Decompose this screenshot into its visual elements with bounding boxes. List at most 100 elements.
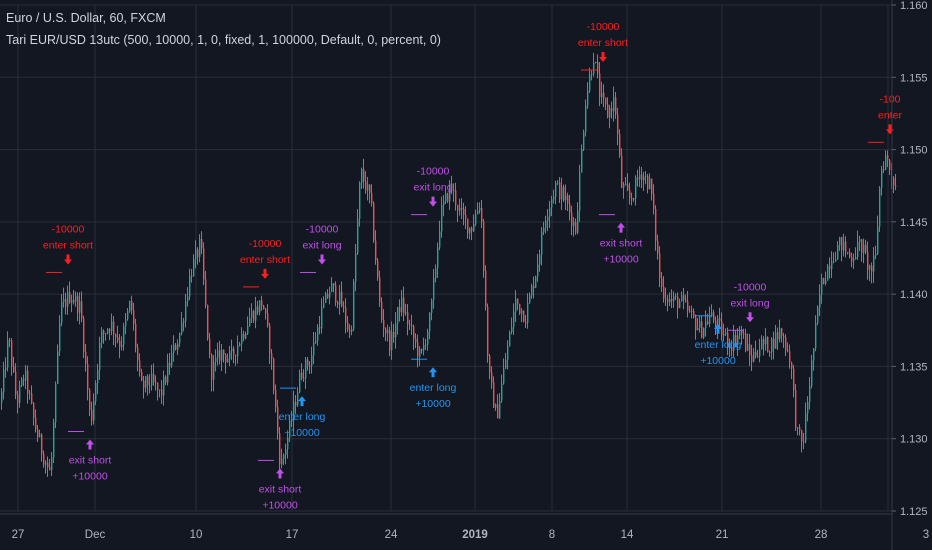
candle-body [129, 301, 131, 312]
candle-body [493, 382, 495, 408]
candle-body [513, 311, 515, 328]
candle-body [611, 108, 613, 112]
candle-body [161, 389, 163, 396]
candle-body [865, 244, 867, 253]
price-axis[interactable]: 1.160 1.155 1.150 1.145 1.140 1.135 1.130 1.125 [892, 0, 928, 518]
candle-body [337, 302, 339, 305]
signal-arrow-down [318, 259, 326, 265]
candle-body [839, 237, 841, 246]
candle-body [379, 277, 381, 303]
candle-body [389, 330, 391, 351]
candle-body [207, 305, 209, 339]
candle-body [257, 306, 259, 313]
candle-body [657, 240, 659, 254]
candle-body [167, 362, 169, 383]
candle-body [511, 327, 513, 333]
signal-label: enter long [279, 411, 326, 423]
candle-body [93, 401, 95, 421]
candle-body [299, 372, 301, 393]
candle-body [151, 373, 153, 386]
candle-body [69, 292, 71, 303]
candle-body [367, 184, 369, 191]
candle-body [505, 359, 507, 369]
candle-body [735, 335, 737, 345]
candle-body [117, 337, 119, 341]
candle-body [221, 349, 223, 361]
candle-body [669, 298, 671, 303]
candle-body [329, 292, 331, 298]
candle-body [79, 301, 81, 313]
candle-body [347, 322, 349, 330]
candle-body [753, 351, 755, 362]
candle-body [615, 97, 617, 115]
signal-qty-label: +10000 [262, 499, 297, 511]
candle-body [563, 186, 565, 201]
candle-body [831, 261, 833, 269]
candle-body [43, 453, 45, 465]
candle-body [447, 193, 449, 202]
study-title[interactable]: Tari EUR/USD 13utc (500, 10000, 1, 0, fi… [6, 33, 441, 47]
candle-body [833, 261, 835, 263]
candle-body [585, 105, 587, 132]
candle-body [179, 333, 181, 344]
candle-body [809, 386, 811, 403]
x-tick-label: 17 [286, 529, 299, 541]
candle-body [607, 104, 609, 118]
candle-body [423, 344, 425, 351]
candle-body [719, 318, 721, 322]
candle-body [825, 280, 827, 284]
candle-body [761, 339, 763, 350]
candle-body [265, 308, 267, 314]
candle-body [763, 339, 765, 345]
candle-body [111, 321, 113, 332]
candle-body [169, 362, 171, 366]
candle-body [123, 326, 125, 345]
candle-body [469, 227, 471, 234]
candle-body [731, 346, 733, 352]
candle-body [89, 389, 91, 410]
y-tick-label: 1.140 [900, 289, 928, 301]
signal-arrow-down [601, 52, 605, 59]
candle-body [105, 332, 107, 334]
candle-body [155, 382, 157, 384]
candle-body [187, 296, 189, 302]
time-axis[interactable]: 27 Dec 10 17 24 2019 8 14 21 28 3 [12, 529, 930, 541]
candle-body [623, 184, 625, 188]
candle-body [577, 211, 579, 233]
candle-body [63, 299, 65, 302]
candle-body [85, 351, 87, 364]
candle-body [857, 241, 859, 258]
candle-body [497, 404, 499, 419]
candle-body [725, 332, 727, 334]
candle-body [621, 155, 623, 188]
candle-body [309, 365, 311, 367]
candle-body [711, 312, 713, 317]
candle-body [233, 348, 235, 355]
signal-arrow-up [298, 396, 306, 402]
candle-body [443, 201, 445, 206]
candle-body [879, 187, 881, 227]
candle-body [141, 371, 143, 381]
candle-body [661, 278, 663, 287]
candle-body [163, 376, 165, 396]
candle-body [625, 184, 627, 186]
candle-body [595, 61, 597, 63]
candle-body [305, 359, 307, 378]
candle-body [785, 337, 787, 351]
candle-body [619, 134, 621, 156]
candle-body [713, 312, 715, 321]
candle-body [709, 316, 711, 324]
candle-body [171, 352, 173, 366]
candle-body [655, 208, 657, 241]
candle-body [871, 265, 873, 272]
candle-body [321, 307, 323, 329]
candle-body [73, 300, 75, 302]
candle-body [859, 239, 861, 242]
candle-body [147, 376, 149, 386]
candle-body [47, 462, 49, 468]
candle-body [39, 434, 41, 438]
candle-body [569, 203, 571, 213]
candle-body [227, 358, 229, 363]
